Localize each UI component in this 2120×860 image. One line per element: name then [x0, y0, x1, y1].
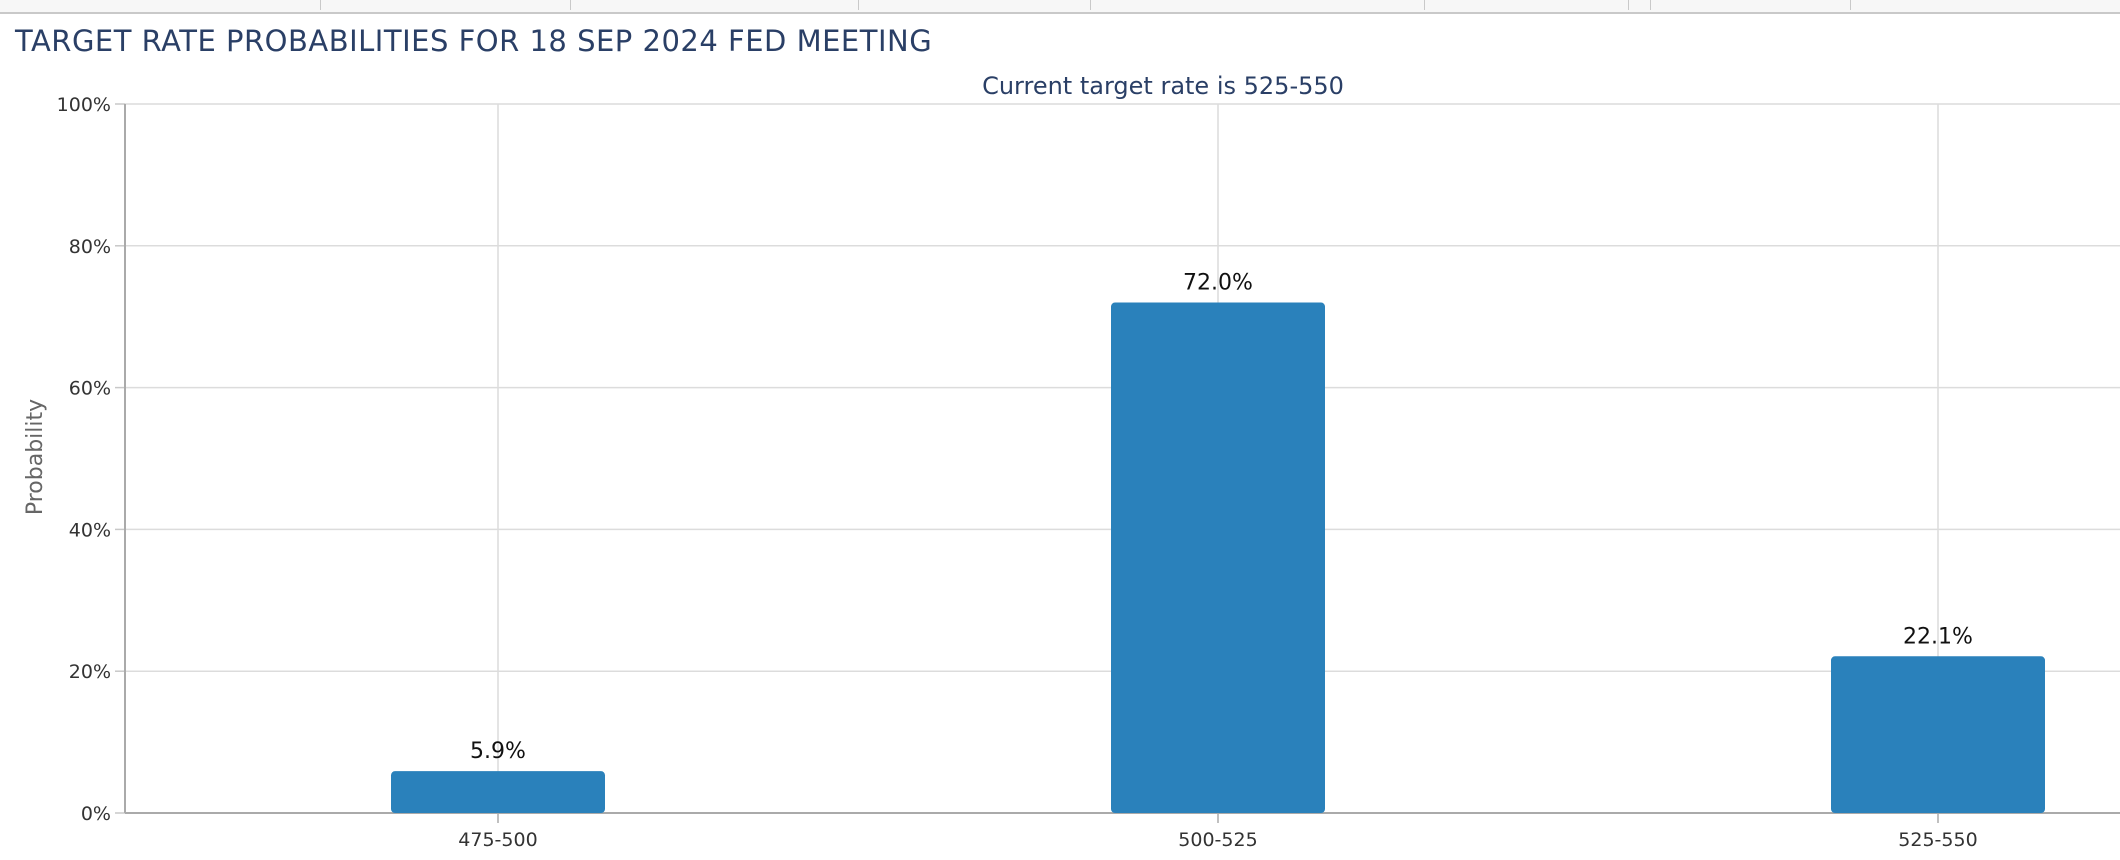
bar-525-550	[1831, 656, 2045, 813]
y-axis-label: Probability	[23, 399, 48, 515]
bar-500-525	[1111, 302, 1325, 813]
toolbar-divider	[1650, 0, 1651, 10]
toolbar-divider	[1850, 0, 1851, 10]
x-tick-label: 475-500	[458, 829, 537, 851]
y-tick-label: 80%	[69, 236, 111, 258]
page-title: TARGET RATE PROBABILITIES FOR 18 SEP 202…	[15, 24, 933, 58]
toolbar-divider	[320, 0, 321, 10]
data-label: 72.0%	[1183, 271, 1253, 296]
y-tick-label: 20%	[69, 661, 111, 683]
toolbar-divider	[1090, 0, 1091, 10]
toolbar-divider	[858, 0, 859, 10]
toolbar-divider	[570, 0, 571, 10]
data-label: 5.9%	[470, 739, 526, 764]
bar-475-500	[391, 771, 605, 813]
y-tick-label: 60%	[69, 378, 111, 400]
y-tick-label: 40%	[69, 519, 111, 541]
y-tick-label: 100%	[57, 94, 111, 116]
x-tick-label: 500-525	[1178, 829, 1257, 851]
toolbar-divider	[1628, 0, 1629, 10]
toolbar-divider	[1424, 0, 1425, 10]
top-toolbar-strip	[0, 0, 2120, 14]
chart-subtitle: Current target rate is 525-550	[982, 72, 1344, 100]
x-tick-label: 525-550	[1898, 829, 1977, 851]
y-tick-label: 0%	[81, 803, 111, 825]
data-label: 22.1%	[1903, 624, 1973, 649]
